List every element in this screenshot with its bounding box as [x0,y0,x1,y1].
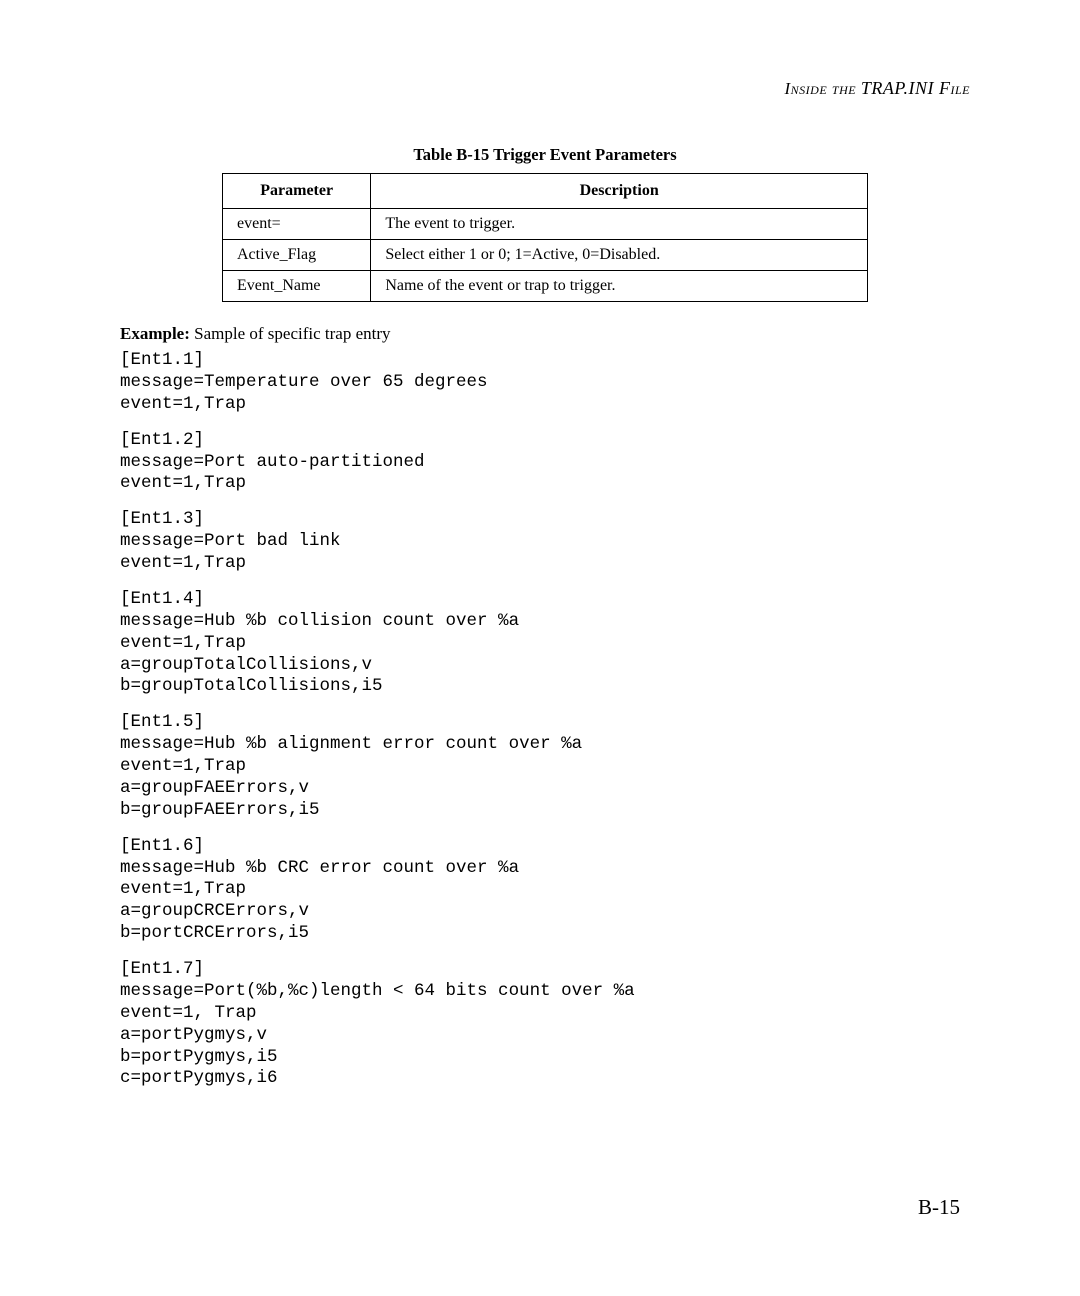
example-line: Example: Sample of specific trap entry [120,324,970,344]
running-header: Inside the TRAP.INI File [120,78,970,99]
code-block: [Ent1.5] message=Hub %b alignment error … [120,712,970,821]
code-block: [Ent1.1] message=Temperature over 65 deg… [120,350,970,416]
code-block: [Ent1.4] message=Hub %b collision count … [120,589,970,698]
page-number: B-15 [918,1195,960,1220]
code-block: [Ent1.7] message=Port(%b,%c)length < 64 … [120,959,970,1090]
page-container: Inside the TRAP.INI File Table B-15 Trig… [0,0,1080,1296]
table-row: Event_Name Name of the event or trap to … [223,271,868,302]
running-header-text: Inside the TRAP.INI File [784,79,970,98]
table-caption: Table B-15 Trigger Event Parameters [120,145,970,165]
code-block: [Ent1.6] message=Hub %b CRC error count … [120,836,970,945]
example-label: Example: [120,324,190,343]
table-row: event= The event to trigger. [223,209,868,240]
table-header-cell: Description [371,174,868,209]
code-block: [Ent1.2] message=Port auto-partitioned e… [120,430,970,496]
table-cell-desc: The event to trigger. [371,209,868,240]
table-cell-desc: Select either 1 or 0; 1=Active, 0=Disabl… [371,240,868,271]
table-cell-param: Event_Name [223,271,371,302]
table-header-cell: Parameter [223,174,371,209]
code-block: [Ent1.3] message=Port bad link event=1,T… [120,509,970,575]
parameters-table: Parameter Description event= The event t… [222,173,868,302]
table-cell-param: Active_Flag [223,240,371,271]
table-cell-param: event= [223,209,371,240]
table-cell-desc: Name of the event or trap to trigger. [371,271,868,302]
table-row: Active_Flag Select either 1 or 0; 1=Acti… [223,240,868,271]
example-text: Sample of specific trap entry [194,324,390,343]
table-header-row: Parameter Description [223,174,868,209]
